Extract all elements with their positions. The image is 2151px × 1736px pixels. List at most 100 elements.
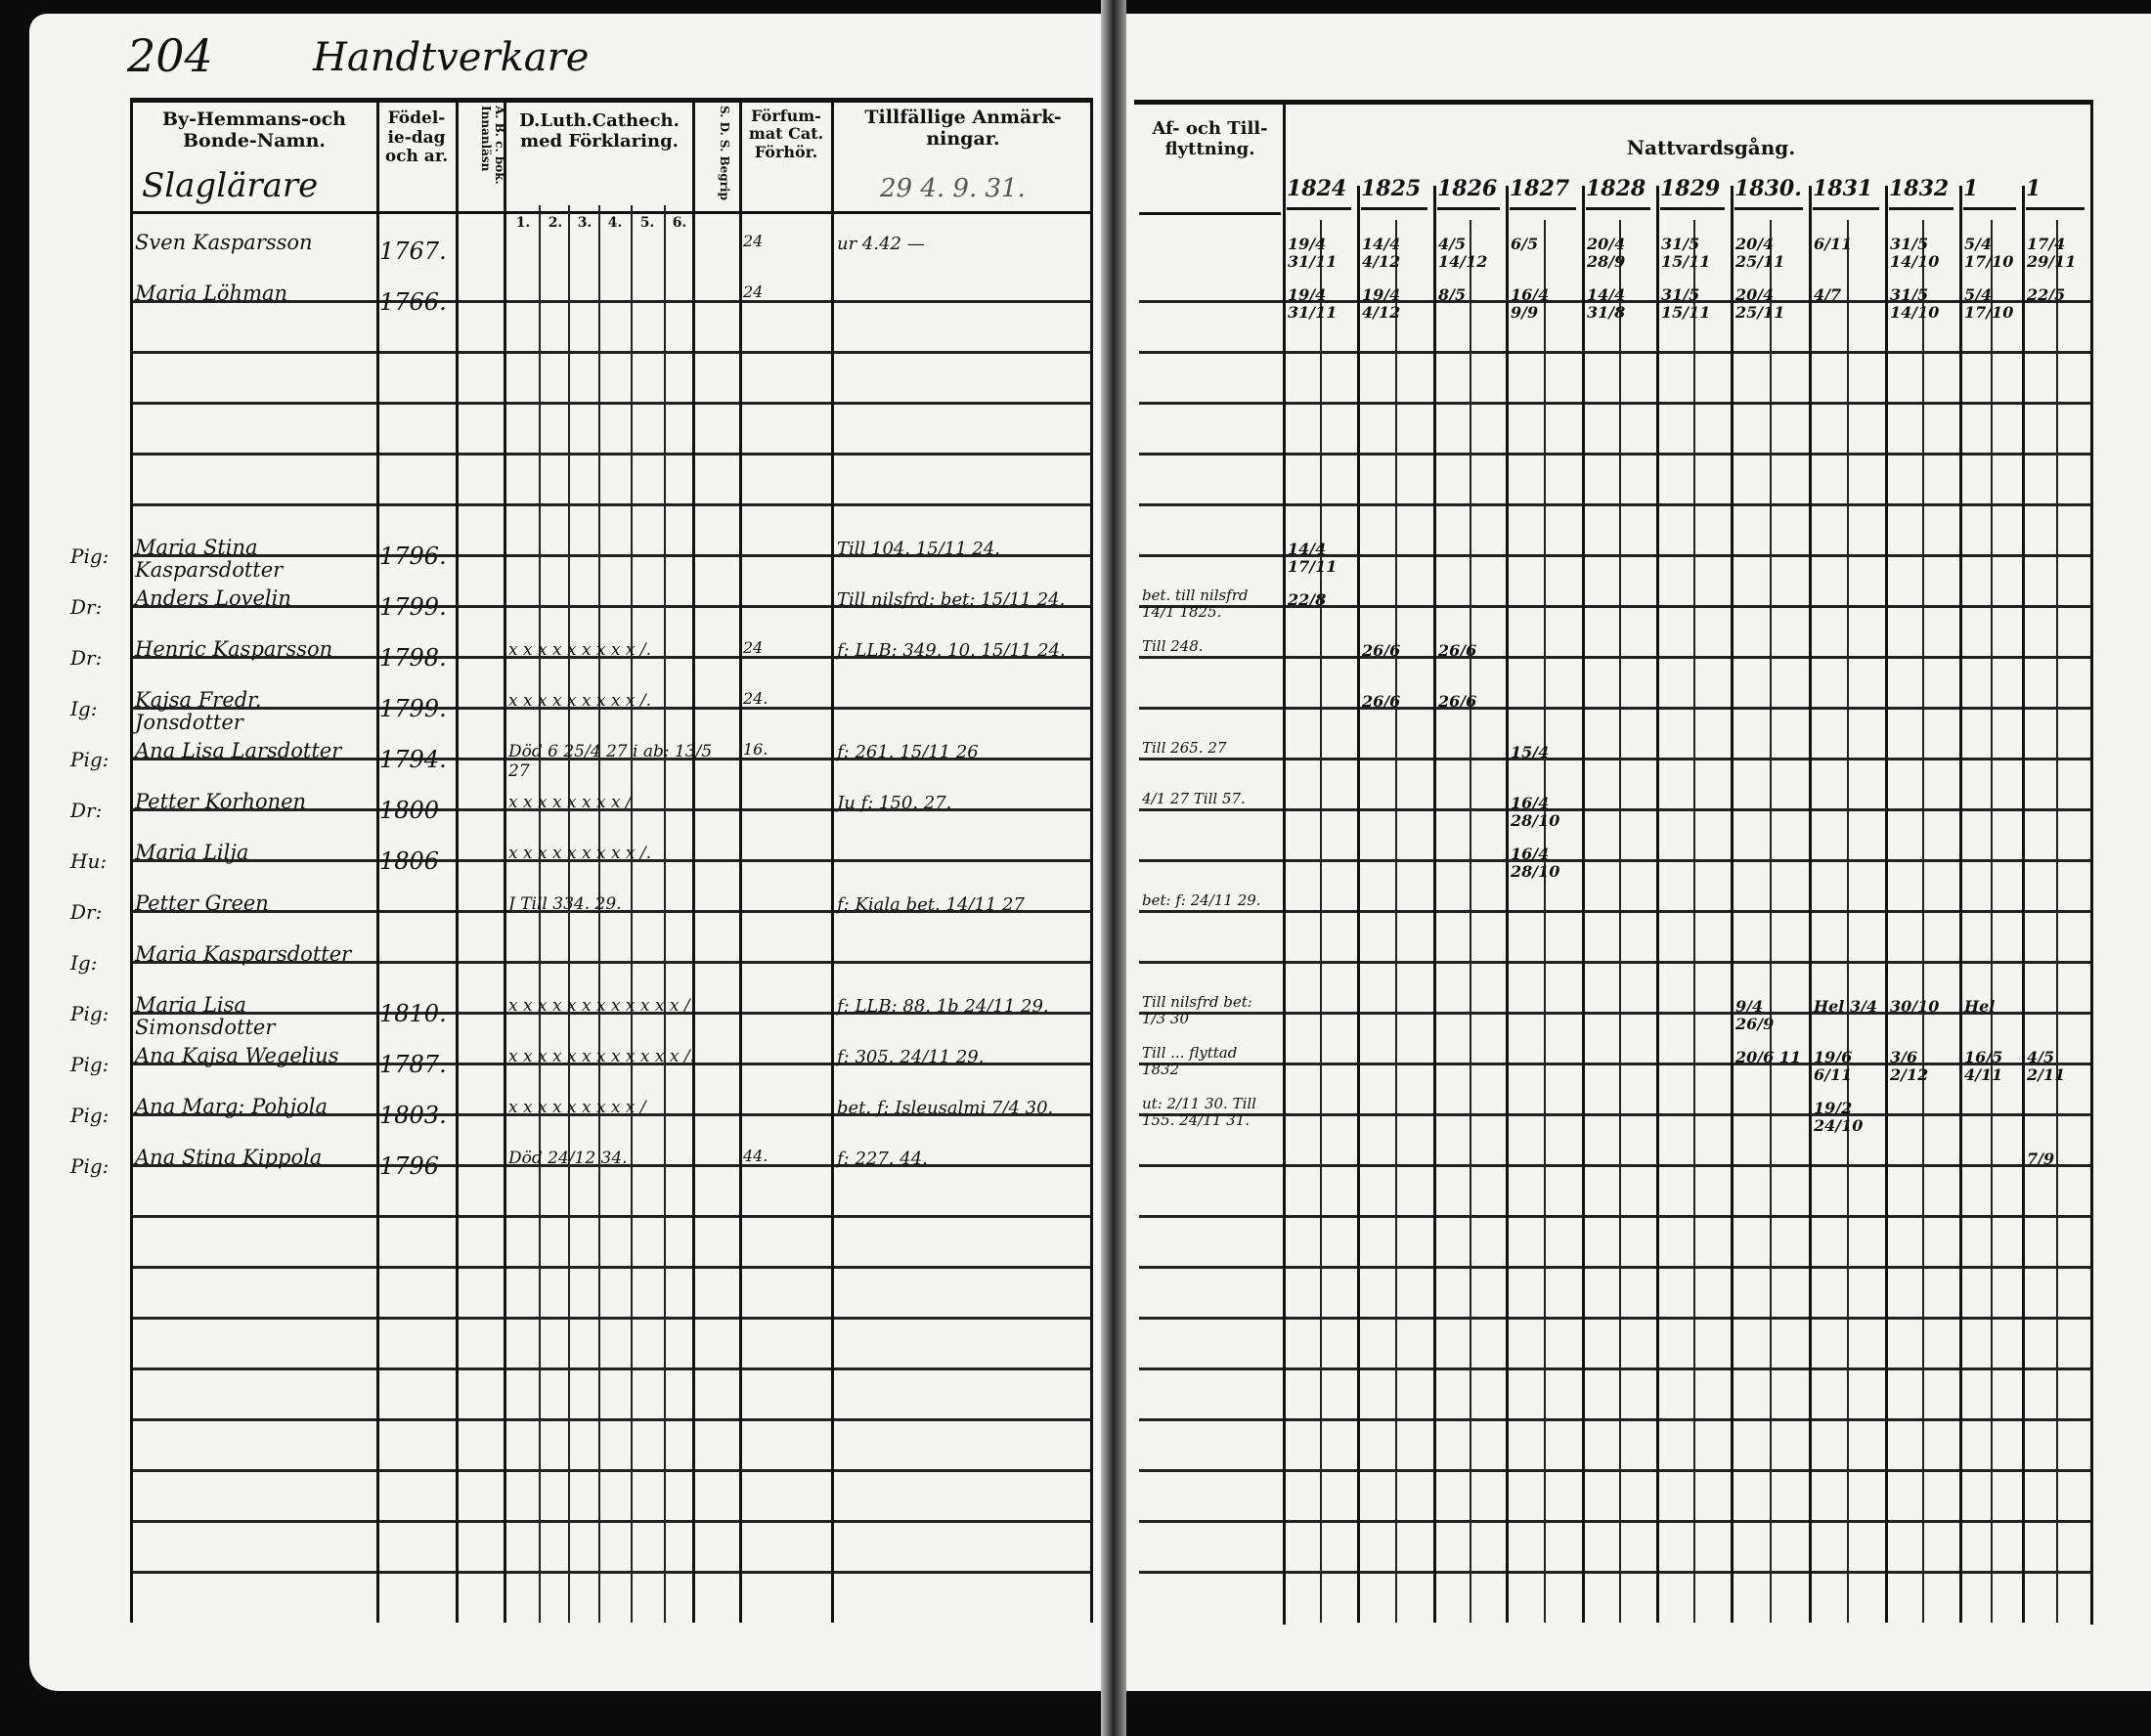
year-underline [1889, 207, 1953, 210]
person-name: Maria Kasparsdotter [135, 942, 352, 966]
communion-date: 19/2 24/10 [1814, 1099, 1864, 1135]
communion-date: 26/6 [1362, 692, 1401, 711]
remarks: Till 104. 15/11 24. [837, 539, 1001, 559]
year-underline [1586, 207, 1650, 210]
row-rules [1139, 252, 2092, 1621]
year-label: 1 [2026, 176, 2041, 201]
year-underline [1510, 207, 1576, 210]
section-title: Handtverkare [313, 35, 590, 80]
person-name: Ana Marg: Pohjola [135, 1095, 328, 1118]
column-line [504, 98, 506, 1623]
person-name: Ana Stina Kippola [135, 1146, 323, 1169]
register-row [59, 331, 1095, 380]
person-name: Maria Löhman [135, 282, 288, 305]
household-role: Ig: [70, 697, 98, 720]
column-line [1809, 186, 1812, 1623]
register-row: Pig: Maria Lisa Simonsdotter 1810. x x x x … [59, 992, 1095, 1041]
communion-date: 26/6 [1438, 641, 1477, 660]
remarks: f: LLB: 88. 1b 24/11 29. [837, 996, 1049, 1017]
communion-date: 20/4 25/11 [1735, 285, 1785, 322]
year-label: 1829 [1660, 176, 1721, 201]
communion-date: 4/5 2/11 [2027, 1048, 2066, 1084]
catechism-marks: x x x x x x x x x x x x /. [508, 1047, 696, 1066]
header-forfum: Förfum-mat Cat. Förhör. [748, 107, 824, 161]
header-birth: Födel-ie-dag och ar. [384, 108, 449, 167]
header-name: By-Hemmans-och Bonde-Namn. [162, 108, 346, 152]
communion-date: 16/5 4/11 [1964, 1048, 2003, 1084]
register-row [59, 382, 1095, 431]
column-line [539, 205, 541, 1623]
year-underline [2026, 207, 2085, 210]
communion-date: 20/4 25/11 [1735, 235, 1785, 271]
communion-date: 30/10 [1890, 997, 1940, 1016]
column-line [1847, 220, 1849, 1623]
birth-year: 1796. [379, 542, 447, 570]
communion-date: 20/4 28/9 [1587, 235, 1626, 271]
communion-date: 15/4 [1511, 743, 1550, 761]
column-line [1433, 186, 1436, 1623]
register-row: Pig: Ana Stina Kippola 1796 Död 24/12 34. 44… [59, 1145, 1095, 1194]
register-row: Sven Kasparsson 1767. 24 ur 4.42 — [59, 230, 1095, 279]
column-line [1320, 220, 1322, 1623]
birth-year: 1798. [379, 644, 447, 672]
missed-examination: 44. [743, 1147, 768, 1165]
household-role: Dr: [70, 799, 103, 822]
communion-date: 3/6 2/12 [1890, 1048, 1929, 1084]
person-name: Maria Lisa Simonsdotter [135, 993, 276, 1039]
communion-date: 14/4 17/11 [1288, 540, 1338, 576]
communion-date: 19/4 31/11 [1288, 235, 1338, 271]
communion-date: 19/4 4/12 [1362, 285, 1401, 322]
year-underline [1361, 207, 1427, 210]
communion-date: 16/4 28/10 [1511, 845, 1560, 881]
register-row: Dr: Petter Korhonen 1800 x x x x x x x x / J… [59, 789, 1095, 838]
register-row: Pig: Maria Stina Kasparsdotter 1796. Till 1… [59, 535, 1095, 584]
column-line [1090, 98, 1093, 1623]
birth-year: 1767. [379, 238, 447, 265]
row-rules [130, 252, 1093, 1621]
year-label: 1 [1963, 176, 1979, 201]
header-bottom-rule [1139, 212, 1281, 215]
remarks: Till nilsfrd: bet: 15/11 24. [837, 589, 1066, 610]
column-line [1693, 220, 1695, 1623]
household-role: Dr: [70, 646, 103, 670]
communion-date: 26/6 [1438, 692, 1477, 711]
household-role: Pig: [70, 1053, 110, 1076]
person-name: Sven Kasparsson [135, 231, 313, 254]
register-row: Dr: Anders Lovelin 1799. Till nilsfrd: bet:… [59, 586, 1095, 634]
register-row [59, 484, 1095, 533]
birth-year: 1787. [379, 1051, 447, 1078]
column-line [692, 98, 695, 1623]
missed-examination: 24 [743, 232, 764, 250]
column-line [739, 98, 742, 1623]
communion-date: 26/6 [1362, 641, 1401, 660]
column-line [1544, 220, 1546, 1623]
catechism-marks: x x x x x x x x x x x x / [508, 996, 690, 1016]
birth-year: 1794. [379, 746, 447, 773]
column-line [1619, 220, 1621, 1623]
top-rule [1134, 100, 2092, 105]
remarks: f: LLB: 349. 10. 15/11 24. [837, 640, 1066, 661]
header-sds: S. D. S. Begrip [718, 106, 731, 200]
year-underline [1734, 207, 1803, 210]
column-line [1959, 186, 1962, 1623]
column-line [1506, 186, 1509, 1623]
communion-date: Hel [1964, 997, 1996, 1016]
person-name: Anders Lovelin [135, 586, 291, 610]
year-label: 1827 [1510, 176, 1570, 201]
register-row: Pig: Ana Lisa Larsdotter 1794. Död 6 25/4 2… [59, 738, 1095, 787]
moving-entry: bet. till nilsfrd 14/1 1825. [1142, 586, 1249, 621]
column-line [831, 98, 834, 1623]
birth-year: 1796 [379, 1152, 440, 1180]
register-row: Pig: Ana Marg: Pohjola 1803. x x x x x x x … [59, 1094, 1095, 1143]
column-line [1283, 100, 1286, 1625]
communion-date: 16/4 9/9 [1511, 285, 1550, 322]
column-line [1470, 220, 1471, 1623]
communion-date: 31/5 14/10 [1890, 285, 1940, 322]
register-row: Dr: Petter Green J Till 334. 29. f: Kiala b… [59, 890, 1095, 939]
catechism-marks: J Till 334. 29. [508, 894, 622, 914]
header-bottom-rule [130, 211, 1093, 214]
communion-date: 14/4 31/8 [1587, 285, 1626, 322]
moving-entry: 4/1 27 Till 57. [1142, 790, 1246, 807]
household-role: Dr: [70, 595, 103, 619]
column-line [130, 98, 133, 1623]
